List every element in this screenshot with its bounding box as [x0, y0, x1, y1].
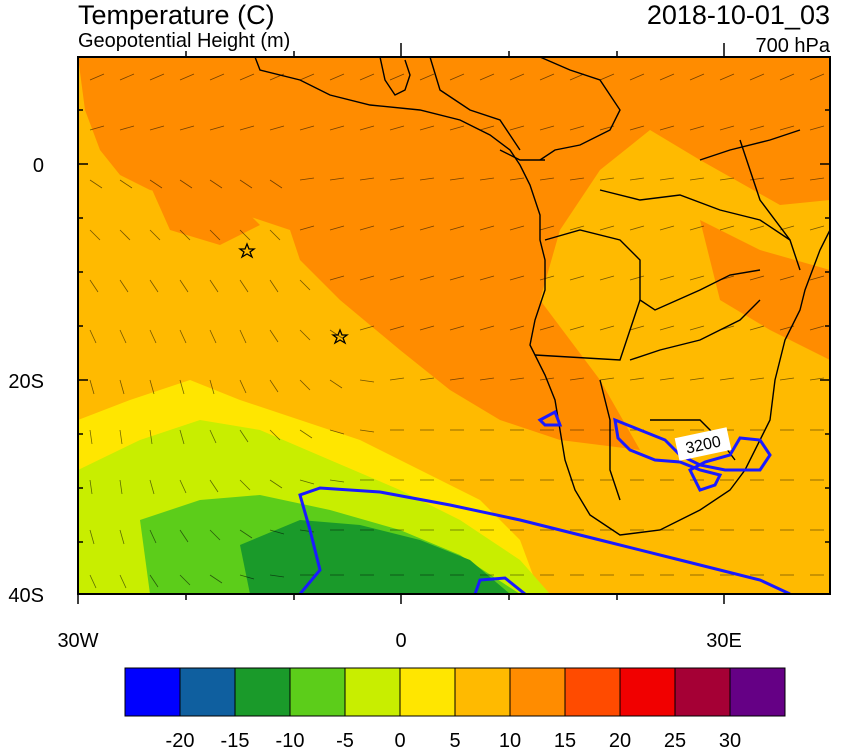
- colorbar-tick-label: 25: [663, 730, 687, 752]
- temperature-field-15-20-west: [150, 185, 260, 245]
- lon-label-30w: 30W: [57, 630, 99, 652]
- lon-label-30e: 30E: [706, 630, 742, 652]
- colorbar-tick-label: 30: [718, 730, 742, 752]
- pressure-level: 700 hPa: [755, 35, 830, 57]
- colorbar-tick-label: -5: [336, 730, 354, 752]
- plot-subtitle: Geopotential Height (m): [78, 30, 291, 52]
- coastlines-and-borders: [254, 57, 830, 536]
- colorbar-swatch: [234, 667, 291, 717]
- station-star-icon: [238, 242, 256, 259]
- axis-ticks: [77, 43, 830, 604]
- contour-label: 3200: [674, 427, 732, 461]
- colorbar-tick-label: -10: [275, 730, 305, 752]
- lat-label-20s: 20S: [8, 371, 44, 393]
- colorbar-swatch: [674, 667, 731, 717]
- colorbar-tick-label: 5: [449, 730, 461, 752]
- temperature-field-15-20-east: [700, 220, 830, 360]
- plot-title: Temperature (C): [78, 0, 275, 30]
- temperature-field-15-20: [78, 57, 830, 450]
- colorbar-tick-label: -15: [220, 730, 250, 752]
- colorbar-swatch: [509, 667, 566, 717]
- temperature-field-m10-m5: [240, 520, 510, 594]
- lon-label-0: 0: [395, 630, 407, 652]
- station-star-icon: [331, 328, 349, 345]
- colorbar: [124, 667, 786, 717]
- colorbar-swatch: [454, 667, 511, 717]
- colorbar-swatch: [289, 667, 346, 717]
- lat-label-40s: 40S: [8, 585, 44, 607]
- colorbar-tick-label: 20: [608, 730, 632, 752]
- station-markers: [238, 242, 349, 345]
- colorbar-tick-label: 0: [394, 730, 406, 752]
- lat-label-0: 0: [32, 155, 44, 177]
- colorbar-swatch: [564, 667, 621, 717]
- colorbar-swatch: [619, 667, 676, 717]
- colorbar-swatch: [344, 667, 401, 717]
- wind-barbs: [89, 73, 825, 589]
- colorbar-swatch: [729, 667, 786, 717]
- geopotential-contours: [298, 409, 791, 594]
- colorbar-swatch: [179, 667, 236, 717]
- colorbar-tick-label: 15: [553, 730, 577, 752]
- colorbar-tick-label: -20: [165, 730, 195, 752]
- valid-datetime: 2018-10-01_03: [646, 0, 830, 30]
- colorbar-swatch: [399, 667, 456, 717]
- colorbar-swatch: [124, 667, 181, 717]
- colorbar-tick-label: 10: [498, 730, 522, 752]
